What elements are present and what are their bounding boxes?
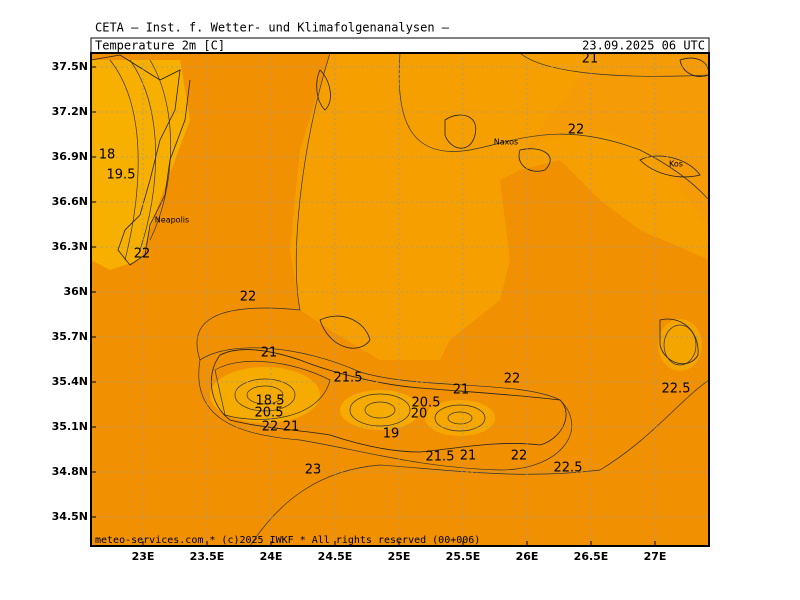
contour-label: 22.5 bbox=[662, 382, 691, 397]
contour-label: 22 bbox=[262, 420, 279, 435]
contour-label: 20.5 bbox=[412, 396, 441, 411]
lon-tick-label: 27E bbox=[644, 550, 667, 563]
contour-label: 23 bbox=[305, 463, 322, 478]
contour-label: 21.5 bbox=[426, 450, 455, 465]
contour-label: 21 bbox=[283, 420, 300, 435]
map-frame bbox=[90, 52, 710, 547]
contour-label: 20 bbox=[411, 407, 428, 422]
contour-label: 20.5 bbox=[255, 406, 284, 421]
place-name: Neapolis bbox=[155, 216, 189, 225]
lat-tick-label: 36N bbox=[63, 285, 88, 298]
contour-label: 22 bbox=[504, 372, 521, 387]
lat-tick-label: 36.3N bbox=[52, 240, 88, 253]
contour-label: 21.5 bbox=[334, 371, 363, 386]
header-title: CETA — Inst. f. Wetter- und Klimafolgena… bbox=[95, 21, 450, 35]
lon-tick-label: 26.5E bbox=[574, 550, 609, 563]
map-area bbox=[91, 53, 709, 546]
contour-label: 18.5 bbox=[256, 394, 285, 409]
lat-tick-label: 37.5N bbox=[52, 60, 88, 73]
lon-tick-label: 26E bbox=[516, 550, 539, 563]
place-name: Naxos bbox=[494, 138, 518, 147]
lon-tick-label: 25E bbox=[388, 550, 411, 563]
footer: meteo-services.com * (c)2025 IWKF * All … bbox=[95, 535, 480, 546]
contour-label: 22 bbox=[511, 449, 528, 464]
contour-label: 21 bbox=[453, 383, 470, 398]
lat-tick-label: 36.6N bbox=[52, 195, 88, 208]
lat-tick-label: 35.1N bbox=[52, 420, 88, 433]
contour-label: 21 bbox=[582, 52, 599, 67]
lon-tick-label: 25.5E bbox=[446, 550, 481, 563]
contour-label: 22 bbox=[568, 123, 585, 138]
lat-tick-label: 36.9N bbox=[52, 150, 88, 163]
contour-label: 21 bbox=[261, 346, 278, 361]
contour-label: 21 bbox=[460, 449, 477, 464]
lon-tick-label: 24.5E bbox=[318, 550, 353, 563]
map-labels: 23E 23.5E 24E 24.5E 25E 25.5E 26E 26.5E 27E 37.5N… bbox=[52, 52, 691, 564]
lon-tick-label: 23E bbox=[132, 550, 155, 563]
lat-tick-label: 35.7N bbox=[52, 330, 88, 343]
place-name: Kos bbox=[669, 160, 683, 169]
lon-tick-label: 24E bbox=[260, 550, 283, 563]
lat-tick-label: 34.5N bbox=[52, 510, 88, 523]
contour-label: 22 bbox=[240, 290, 257, 305]
lat-tick-label: 35.4N bbox=[52, 375, 88, 388]
contour-label: 22.5 bbox=[554, 461, 583, 476]
graticule bbox=[91, 53, 709, 546]
valid-time: 23.09.2025 06 UTC bbox=[582, 39, 705, 53]
contour-label: 19 bbox=[383, 427, 400, 442]
lon-tick-label: 23.5E bbox=[190, 550, 225, 563]
contour-label: 18 bbox=[99, 148, 116, 163]
contour-label: 22 bbox=[134, 247, 151, 262]
lat-tick-label: 37.2N bbox=[52, 105, 88, 118]
variable-label: Temperature 2m [C] bbox=[95, 39, 225, 53]
contour-label: 19.5 bbox=[107, 168, 136, 183]
lat-tick-label: 34.8N bbox=[52, 465, 88, 478]
